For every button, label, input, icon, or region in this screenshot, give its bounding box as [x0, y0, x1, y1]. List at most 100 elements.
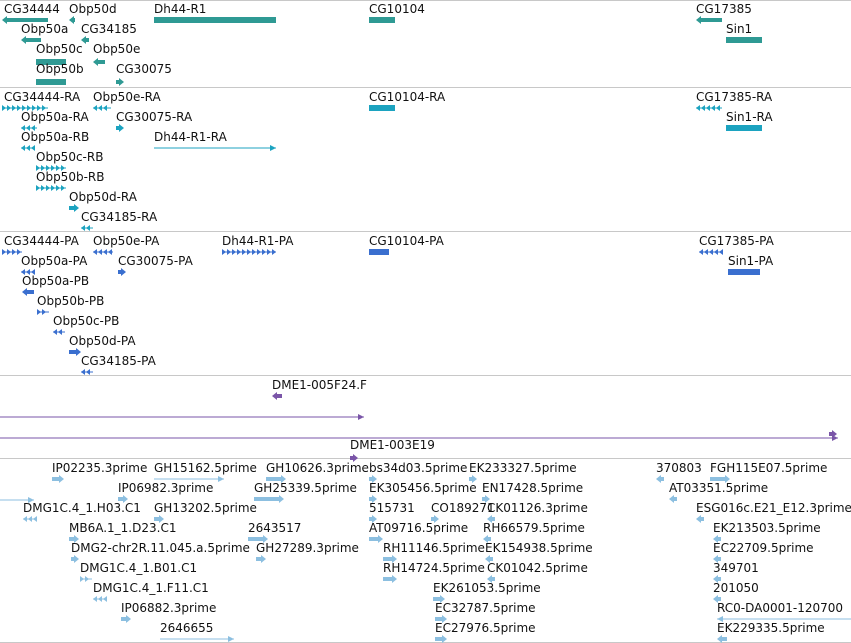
gene-feature-glyph[interactable]	[369, 16, 395, 24]
est-feature-label[interactable]: DMG1C.4_1.B01.C1	[80, 561, 198, 575]
est-feature-label[interactable]: DMG1C.4_1.F11.C1	[93, 581, 209, 595]
protein-feature-label[interactable]: CG17385-PA	[699, 234, 774, 248]
est-feature-label[interactable]: RC0-DA0001-120700	[717, 601, 843, 615]
est-feature-glyph[interactable]	[483, 535, 491, 543]
est-feature-label[interactable]: RH11146.5prime	[383, 541, 485, 555]
est-feature-glyph[interactable]	[435, 615, 447, 623]
transcript-feature-label[interactable]: Obp50c-RB	[36, 150, 104, 164]
est-feature-label[interactable]: MB6A.1_1.D23.C1	[69, 521, 177, 535]
transcript-feature-label[interactable]: Obp50b-RB	[36, 170, 105, 184]
transcript-feature-glyph[interactable]	[93, 104, 111, 112]
gene-feature-glyph[interactable]	[69, 16, 75, 24]
protein-feature-glyph[interactable]	[21, 268, 35, 276]
est-feature-label[interactable]: IP02235.3prime	[52, 461, 148, 475]
protein-feature-glyph[interactable]	[69, 348, 81, 356]
est-feature-label[interactable]: EN17428.5prime	[482, 481, 584, 495]
est-feature-glyph[interactable]	[80, 575, 92, 583]
est-feature-glyph[interactable]	[383, 575, 397, 583]
est-feature-label[interactable]: DMG1C.4_1.H03.C1	[23, 501, 141, 515]
protein-feature-label[interactable]: Obp50e-PA	[93, 234, 160, 248]
est-feature-label[interactable]: EC27976.5prime	[435, 621, 536, 635]
est-feature-label[interactable]: DMG2-chr2R.11.045.a.5prime	[71, 541, 250, 555]
gene-feature-label[interactable]: Dh44-R1	[154, 2, 207, 16]
gene-feature-label[interactable]: CG34444	[4, 2, 60, 16]
protein-feature-glyph[interactable]	[37, 308, 49, 316]
transcript-feature-label[interactable]: Obp50d-RA	[69, 190, 137, 204]
est-feature-glyph[interactable]	[154, 475, 224, 483]
transcript-feature-glyph[interactable]	[69, 204, 79, 212]
gene-feature-glyph[interactable]	[36, 58, 66, 66]
transcript-feature-glyph[interactable]	[369, 104, 395, 112]
protein-feature-label[interactable]: Obp50a-PB	[22, 274, 90, 288]
est-feature-label[interactable]: EK233327.5prime	[469, 461, 577, 475]
est-feature-glyph[interactable]	[717, 615, 851, 623]
transcript-feature-label[interactable]: CG17385-RA	[696, 90, 773, 104]
gene-feature-label[interactable]: CG10104	[369, 2, 425, 16]
gene-feature-glyph[interactable]	[154, 16, 276, 24]
gene-feature-glyph[interactable]	[21, 36, 41, 44]
est-feature-label[interactable]: 370803	[656, 461, 702, 475]
est-feature-glyph[interactable]	[713, 595, 721, 603]
transcript-feature-glyph[interactable]	[21, 144, 35, 152]
transcript-feature-label[interactable]: Obp50a-RA	[21, 110, 89, 124]
clone-feature-label[interactable]: DME1-003E19	[350, 438, 435, 452]
transcript-feature-label[interactable]: CG34185-RA	[81, 210, 158, 224]
gene-feature-glyph[interactable]	[696, 16, 722, 24]
est-feature-label[interactable]: 201050	[713, 581, 759, 595]
gene-feature-label[interactable]: CG34185	[81, 22, 137, 36]
est-feature-label[interactable]: GH25339.5prime	[254, 481, 357, 495]
est-feature-label[interactable]: ESG016c.E21_E12.3prime	[696, 501, 851, 515]
gene-feature-label[interactable]: CG30075	[116, 62, 172, 76]
est-feature-glyph[interactable]	[487, 575, 495, 583]
est-feature-label[interactable]: CO189271	[431, 501, 495, 515]
est-feature-glyph[interactable]	[369, 535, 383, 543]
protein-feature-glyph[interactable]	[699, 248, 723, 256]
protein-feature-label[interactable]: Obp50c-PB	[53, 314, 120, 328]
transcript-feature-glyph[interactable]	[2, 104, 48, 112]
est-feature-glyph[interactable]	[487, 515, 495, 523]
gene-feature-glyph[interactable]	[116, 78, 124, 86]
est-feature-label[interactable]: EK229335.5prime	[717, 621, 825, 635]
est-feature-label[interactable]: EC32787.5prime	[435, 601, 536, 615]
transcript-feature-glyph[interactable]	[726, 124, 762, 132]
protein-feature-label[interactable]: CG10104-PA	[369, 234, 444, 248]
est-feature-label[interactable]: GH13202.5prime	[154, 501, 257, 515]
est-feature-glyph[interactable]	[160, 635, 234, 643]
est-feature-glyph[interactable]	[696, 515, 704, 523]
est-feature-label[interactable]: AT09716.5prime	[369, 521, 469, 535]
protein-feature-label[interactable]: CG34444-PA	[4, 234, 79, 248]
transcript-feature-label[interactable]: CG34444-RA	[4, 90, 81, 104]
protein-feature-glyph[interactable]	[53, 328, 65, 336]
protein-feature-glyph[interactable]	[22, 288, 34, 296]
gene-feature-label[interactable]: Obp50b	[36, 62, 84, 76]
est-feature-glyph[interactable]	[118, 495, 128, 503]
protein-feature-label[interactable]: Obp50d-PA	[69, 334, 136, 348]
est-feature-label[interactable]: 2643517	[248, 521, 302, 535]
est-feature-label[interactable]: EK261053.5prime	[433, 581, 541, 595]
est-feature-label[interactable]: FGH115E07.5prime	[710, 461, 828, 475]
protein-feature-glyph[interactable]	[728, 268, 760, 276]
est-feature-glyph[interactable]	[383, 555, 397, 563]
est-feature-glyph[interactable]	[482, 495, 490, 503]
transcript-feature-glyph[interactable]	[116, 124, 124, 132]
est-feature-glyph[interactable]	[154, 515, 164, 523]
transcript-feature-label[interactable]: Dh44-R1-RA	[154, 130, 227, 144]
est-feature-label[interactable]: EK213503.5prime	[713, 521, 821, 535]
transcript-feature-label[interactable]: CG10104-RA	[369, 90, 446, 104]
est-feature-label[interactable]: 349701	[713, 561, 759, 575]
est-feature-glyph[interactable]	[485, 555, 493, 563]
est-feature-label[interactable]: RH66579.5prime	[483, 521, 585, 535]
protein-feature-label[interactable]: Obp50a-PA	[21, 254, 88, 268]
gene-feature-label[interactable]: Obp50e	[93, 42, 141, 56]
est-feature-label[interactable]: GH27289.3prime	[256, 541, 359, 555]
est-feature-glyph[interactable]	[93, 595, 107, 603]
est-feature-glyph[interactable]	[710, 475, 730, 483]
est-feature-glyph[interactable]	[713, 555, 721, 563]
transcript-feature-label[interactable]: Obp50e-RA	[93, 90, 161, 104]
est-feature-glyph[interactable]	[369, 495, 377, 503]
est-feature-label[interactable]: GH10626.3prime	[266, 461, 369, 475]
est-feature-glyph[interactable]	[713, 575, 721, 583]
protein-feature-glyph[interactable]	[369, 248, 389, 256]
gene-feature-label[interactable]: Obp50c	[36, 42, 83, 56]
protein-feature-label[interactable]: CG34185-PA	[81, 354, 156, 368]
